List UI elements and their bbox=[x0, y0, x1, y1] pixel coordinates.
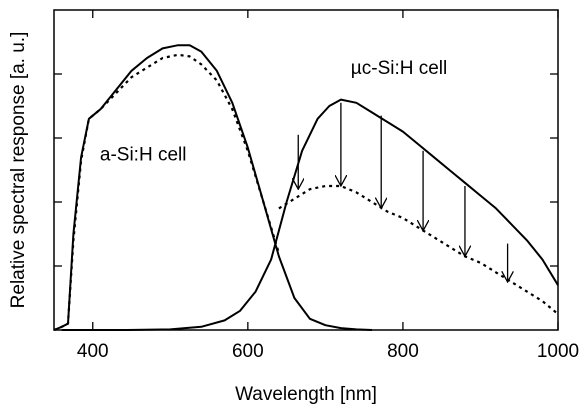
x-tick-label: 800 bbox=[387, 341, 419, 362]
y-axis-title: Relative spectral response [a. u.] bbox=[8, 32, 29, 309]
arrow-layer bbox=[298, 102, 507, 282]
x-tick-label: 1000 bbox=[537, 341, 579, 362]
cell-annotation: µc-Si:H cell bbox=[351, 58, 447, 79]
axis-ticks: 400 600 800 1000 bbox=[54, 10, 579, 362]
plot-frame bbox=[53, 9, 559, 331]
series-2-line bbox=[53, 53, 280, 332]
series-1-line bbox=[53, 44, 372, 331]
series-layer bbox=[53, 44, 559, 332]
series-4-line bbox=[278, 184, 559, 315]
labels-layer: a-Si:H cell µc-Si:H cell bbox=[100, 58, 447, 165]
cell-annotation: a-Si:H cell bbox=[100, 144, 187, 165]
series-3-line bbox=[61, 98, 559, 331]
x-axis-title: Wavelength [nm] bbox=[235, 384, 377, 405]
x-tick-label: 400 bbox=[77, 341, 109, 362]
x-tick-label: 600 bbox=[232, 341, 264, 362]
